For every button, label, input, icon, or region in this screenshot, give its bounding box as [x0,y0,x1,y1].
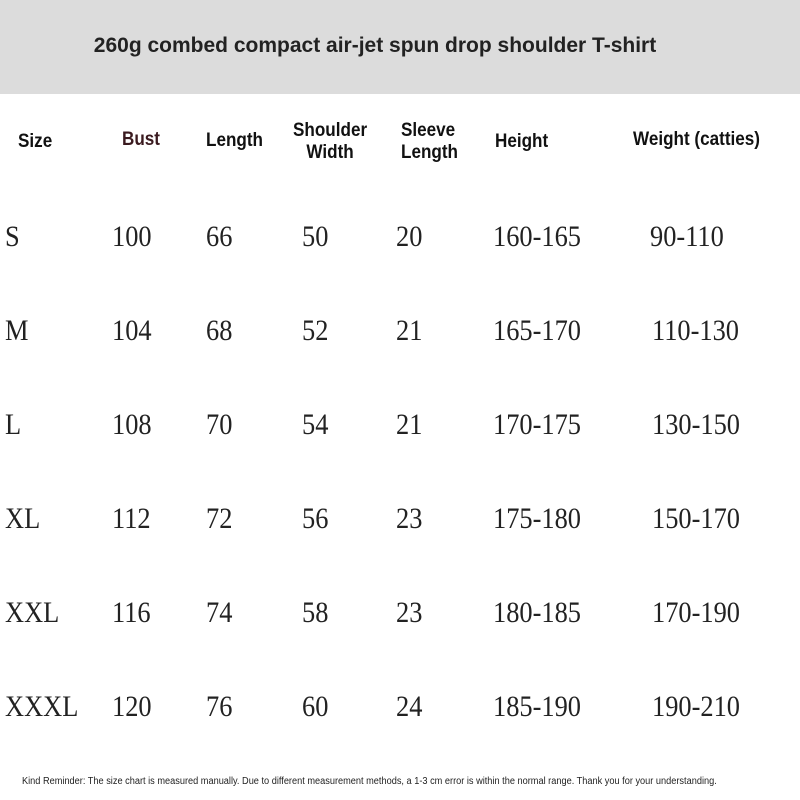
header-length: Length [206,130,263,151]
cell-bust: 104 [112,314,152,347]
cell-length: 70 [206,408,233,441]
cell-length: 72 [206,502,233,535]
cell-shoulder-width: 58 [302,596,329,629]
cell-shoulder-width: 54 [302,408,329,441]
cell-weight: 90-110 [650,220,724,253]
cell-size: S [5,220,20,253]
header-shoulder-line1: Shoulder [293,120,368,141]
cell-length: 66 [206,220,233,253]
cell-size: L [5,408,22,441]
cell-bust: 100 [112,220,152,253]
cell-height: 185-190 [493,690,581,723]
kind-reminder-note: Kind Reminder: The size chart is measure… [22,776,717,787]
header-weight: Weight (catties) [633,129,760,150]
header-sleeve-length: Sleeve Length [401,120,458,164]
cell-size: M [5,314,29,347]
cell-height: 165-170 [493,314,581,347]
cell-sleeve-length: 21 [396,408,423,441]
cell-size: XL [5,502,41,535]
cell-weight: 170-190 [652,596,740,629]
cell-weight: 110-130 [652,314,740,347]
cell-weight: 150-170 [652,502,740,535]
cell-shoulder-width: 60 [302,690,329,723]
header-bust: Bust [122,129,161,150]
cell-sleeve-length: 20 [396,220,423,253]
cell-sleeve-length: 21 [396,314,423,347]
header-shoulder-width: Shoulder Width [293,120,367,164]
cell-sleeve-length: 23 [396,502,423,535]
header-height: Height [495,131,549,152]
cell-bust: 112 [112,502,151,535]
cell-shoulder-width: 56 [302,502,329,535]
cell-height: 175-180 [493,502,581,535]
cell-bust: 120 [112,690,152,723]
cell-weight: 190-210 [652,690,740,723]
header-size: Size [18,131,53,152]
cell-length: 68 [206,314,233,347]
cell-height: 160-165 [493,220,581,253]
page-title: 260g combed compact air-jet spun drop sh… [93,34,657,57]
title-band [0,0,800,94]
header-sleeve-line1: Sleeve [401,120,456,141]
cell-sleeve-length: 23 [396,596,423,629]
cell-length: 74 [206,596,233,629]
cell-bust: 116 [112,596,151,629]
cell-length: 76 [206,690,233,723]
header-sleeve-line2: Length [401,142,458,163]
cell-size: XXL [5,596,60,629]
cell-shoulder-width: 50 [302,220,329,253]
header-shoulder-line2: Width [306,142,354,163]
cell-height: 180-185 [493,596,581,629]
cell-height: 170-175 [493,408,581,441]
cell-bust: 108 [112,408,152,441]
cell-shoulder-width: 52 [302,314,329,347]
cell-weight: 130-150 [652,408,740,441]
cell-sleeve-length: 24 [396,690,423,723]
cell-size: XXXL [5,690,79,723]
